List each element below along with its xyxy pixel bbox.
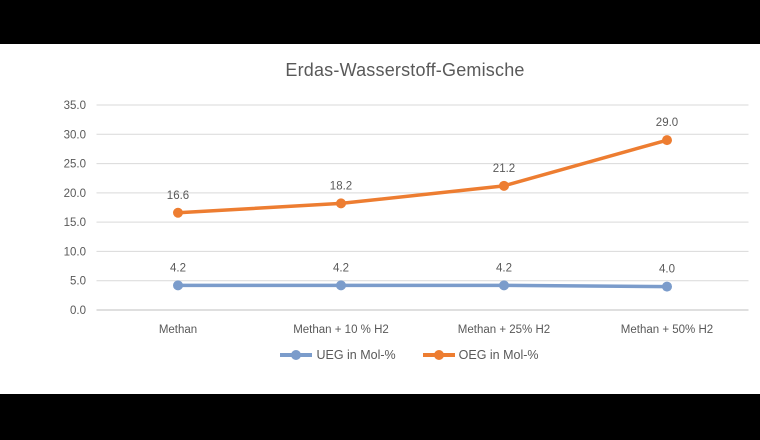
data-label: 4.0 bbox=[659, 264, 675, 276]
data-point-marker bbox=[662, 281, 672, 292]
y-tick-label: 5.0 bbox=[70, 276, 86, 288]
line-chart-plot: 0.0 5.0 10.0 15.0 20.0 25.0 30.0 35.0 Methan Meth… bbox=[64, 100, 749, 336]
data-label: 18.2 bbox=[330, 180, 352, 192]
y-tick-label: 20.0 bbox=[64, 188, 86, 200]
legend-marker-oeg-icon bbox=[422, 350, 455, 360]
data-point-marker bbox=[499, 280, 509, 291]
data-point-marker bbox=[173, 280, 183, 291]
y-tick-label: 0.0 bbox=[70, 305, 86, 317]
x-category-label: Methan + 25% H2 bbox=[458, 324, 550, 336]
data-label: 29.0 bbox=[656, 117, 678, 129]
y-tick-label: 30.0 bbox=[64, 129, 86, 141]
data-point-marker bbox=[336, 198, 346, 209]
y-tick-label: 15.0 bbox=[64, 217, 86, 229]
letterbox-bottom bbox=[0, 394, 760, 440]
chart-title: Erdas-Wasserstoff-Gemische bbox=[285, 60, 525, 80]
data-point-marker bbox=[173, 207, 183, 218]
data-label: 16.6 bbox=[167, 190, 189, 202]
y-tick-label: 35.0 bbox=[64, 100, 86, 112]
chart-slide: Erdas-Wasserstoff-Gemische 0.0 5.0 10.0 15.… bbox=[0, 44, 760, 394]
data-label: 4.2 bbox=[170, 262, 186, 274]
x-category-label: Methan + 50% H2 bbox=[621, 324, 713, 336]
data-point-marker bbox=[336, 280, 346, 291]
data-point-marker bbox=[662, 135, 672, 146]
data-label: 4.2 bbox=[333, 262, 349, 274]
legend-marker-ueg-icon bbox=[280, 350, 313, 360]
legend-label-oeg: OEG in Mol-% bbox=[458, 348, 539, 362]
series-line-0 bbox=[176, 283, 669, 289]
y-tick-label: 10.0 bbox=[64, 246, 86, 258]
legend-item-ueg: UEG in Mol-% bbox=[279, 348, 396, 362]
data-label: 21.2 bbox=[493, 163, 515, 175]
legend-item-oeg: OEG in Mol-% bbox=[422, 348, 539, 362]
legend-label-ueg: UEG in Mol-% bbox=[316, 348, 396, 362]
series-line-1 bbox=[176, 138, 669, 215]
x-category-label: Methan + 10 % H2 bbox=[293, 324, 389, 336]
y-tick-label: 25.0 bbox=[64, 159, 86, 171]
chart-legend: UEG in Mol-% OEG in Mol-% bbox=[29, 348, 760, 362]
letterbox-top bbox=[0, 0, 760, 44]
data-point-marker bbox=[499, 180, 509, 191]
data-label: 4.2 bbox=[496, 262, 512, 274]
x-category-label: Methan bbox=[159, 324, 197, 336]
